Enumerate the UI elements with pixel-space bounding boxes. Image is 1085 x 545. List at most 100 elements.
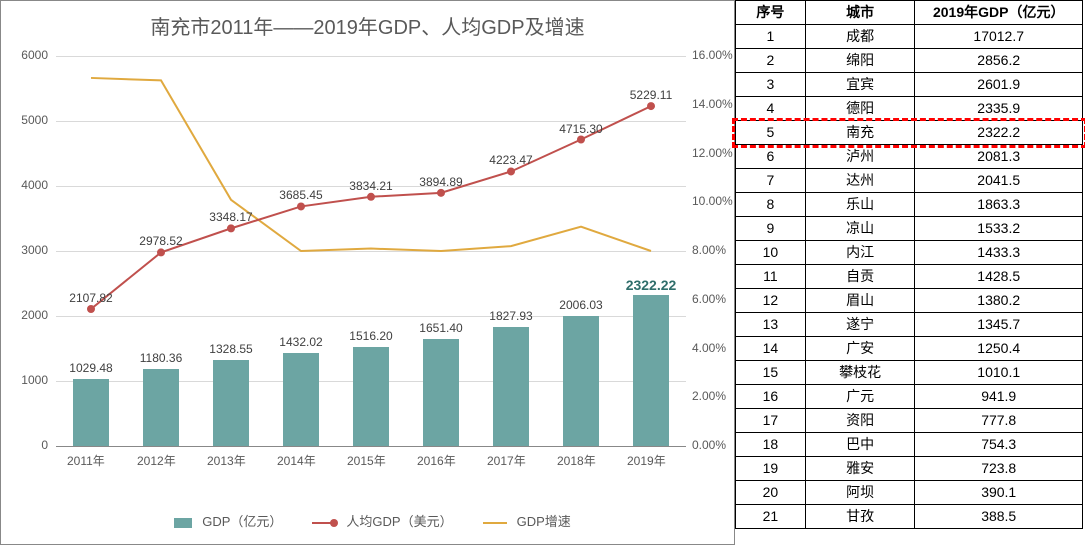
table-cell: 德阳 <box>805 97 915 121</box>
table-cell: 8 <box>736 193 806 217</box>
table-cell: 凉山 <box>805 217 915 241</box>
table-cell: 19 <box>736 457 806 481</box>
per-capita-marker <box>297 202 305 210</box>
table-row: 13遂宁1345.7 <box>736 313 1083 337</box>
per-capita-marker <box>87 305 95 313</box>
table-cell: 广安 <box>805 337 915 361</box>
x-tick-label: 2012年 <box>137 452 176 469</box>
table-cell: 自贡 <box>805 265 915 289</box>
y-right-tick-label: 16.00% <box>692 48 733 62</box>
table-cell: 内江 <box>805 241 915 265</box>
per-capita-marker <box>577 136 585 144</box>
table-cell: 资阳 <box>805 409 915 433</box>
table-cell: 2322.2 <box>915 121 1083 145</box>
y-left-tick-label: 2000 <box>0 308 48 322</box>
y-right-tick-label: 10.00% <box>692 194 733 208</box>
table-cell: 3 <box>736 73 806 97</box>
table-row: 12眉山1380.2 <box>736 289 1083 313</box>
table-header-cell: 2019年GDP（亿元） <box>915 1 1083 25</box>
chart-panel: 南充市2011年——2019年GDP、人均GDP及增速 010002000300… <box>0 0 735 545</box>
table-cell: 777.8 <box>915 409 1083 433</box>
y-left-tick-label: 0 <box>0 438 48 452</box>
table-row: 10内江1433.3 <box>736 241 1083 265</box>
table-cell: 乐山 <box>805 193 915 217</box>
table-cell: 9 <box>736 217 806 241</box>
legend-line-icon <box>312 522 336 524</box>
y-right-tick-label: 2.00% <box>692 389 726 403</box>
y-left-tick-label: 1000 <box>0 373 48 387</box>
table-row: 1成都17012.7 <box>736 25 1083 49</box>
table-row: 15攀枝花1010.1 <box>736 361 1083 385</box>
x-tick-label: 2014年 <box>277 452 316 469</box>
per-capita-label: 4223.47 <box>489 153 532 167</box>
table-row: 21甘孜388.5 <box>736 505 1083 529</box>
per-capita-label: 4715.30 <box>559 122 602 136</box>
x-tick-label: 2018年 <box>557 452 596 469</box>
table-cell: 2041.5 <box>915 169 1083 193</box>
table-cell: 6 <box>736 145 806 169</box>
table-cell: 1010.1 <box>915 361 1083 385</box>
per-capita-label: 3894.89 <box>419 175 462 189</box>
x-tick-label: 2015年 <box>347 452 386 469</box>
table-cell: 11 <box>736 265 806 289</box>
per-capita-marker <box>227 224 235 232</box>
table-cell: 18 <box>736 433 806 457</box>
table-cell: 成都 <box>805 25 915 49</box>
table-header-cell: 序号 <box>736 1 806 25</box>
table-cell: 16 <box>736 385 806 409</box>
table-header-row: 序号城市2019年GDP（亿元） <box>736 1 1083 25</box>
table-cell: 南充 <box>805 121 915 145</box>
y-right-tick-label: 12.00% <box>692 146 733 160</box>
table-cell: 1 <box>736 25 806 49</box>
gdp-ranking-table: 序号城市2019年GDP（亿元）1成都17012.72绵阳2856.23宜宾26… <box>735 0 1083 529</box>
table-cell: 泸州 <box>805 145 915 169</box>
table-row: 16广元941.9 <box>736 385 1083 409</box>
table-row: 3宜宾2601.9 <box>736 73 1083 97</box>
table-row: 7达州2041.5 <box>736 169 1083 193</box>
legend-item: GDP增速 <box>473 514 571 529</box>
table-cell: 2856.2 <box>915 49 1083 73</box>
table-row: 18巴中754.3 <box>736 433 1083 457</box>
table-row: 14广安1250.4 <box>736 337 1083 361</box>
x-tick-label: 2016年 <box>417 452 456 469</box>
per-capita-marker <box>647 102 655 110</box>
table-row: 6泸州2081.3 <box>736 145 1083 169</box>
per-capita-label: 3834.21 <box>349 179 392 193</box>
table-cell: 甘孜 <box>805 505 915 529</box>
legend-line-icon <box>483 522 507 524</box>
table-cell: 390.1 <box>915 481 1083 505</box>
per-capita-label: 3685.45 <box>279 188 322 202</box>
table-cell: 阿坝 <box>805 481 915 505</box>
table-cell: 雅安 <box>805 457 915 481</box>
chart-plot-area: 01000200030004000500060000.00%2.00%4.00%… <box>56 56 686 466</box>
x-tick-label: 2013年 <box>207 452 246 469</box>
table-cell: 1250.4 <box>915 337 1083 361</box>
y-right-tick-label: 14.00% <box>692 97 733 111</box>
table-cell: 754.3 <box>915 433 1083 457</box>
table-cell: 广元 <box>805 385 915 409</box>
table-row: 20阿坝390.1 <box>736 481 1083 505</box>
table-row: 4德阳2335.9 <box>736 97 1083 121</box>
table-cell: 2601.9 <box>915 73 1083 97</box>
table-cell: 2335.9 <box>915 97 1083 121</box>
x-tick-label: 2019年 <box>627 452 666 469</box>
chart-lines-svg <box>56 56 686 448</box>
y-left-tick-label: 6000 <box>0 48 48 62</box>
table-cell: 4 <box>736 97 806 121</box>
table-cell: 388.5 <box>915 505 1083 529</box>
table-cell: 1345.7 <box>915 313 1083 337</box>
legend-item: 人均GDP（美元） <box>302 514 452 529</box>
y-left-tick-label: 3000 <box>0 243 48 257</box>
table-row: 17资阳777.8 <box>736 409 1083 433</box>
gdp-growth-line <box>91 78 651 251</box>
table-cell: 宜宾 <box>805 73 915 97</box>
table-cell: 攀枝花 <box>805 361 915 385</box>
table-cell: 17012.7 <box>915 25 1083 49</box>
table-row: 8乐山1863.3 <box>736 193 1083 217</box>
chart-title: 南充市2011年——2019年GDP、人均GDP及增速 <box>1 1 734 44</box>
table-cell: 21 <box>736 505 806 529</box>
per-capita-label: 3348.17 <box>209 210 252 224</box>
table-cell: 绵阳 <box>805 49 915 73</box>
table-cell: 1533.2 <box>915 217 1083 241</box>
per-capita-marker <box>367 193 375 201</box>
